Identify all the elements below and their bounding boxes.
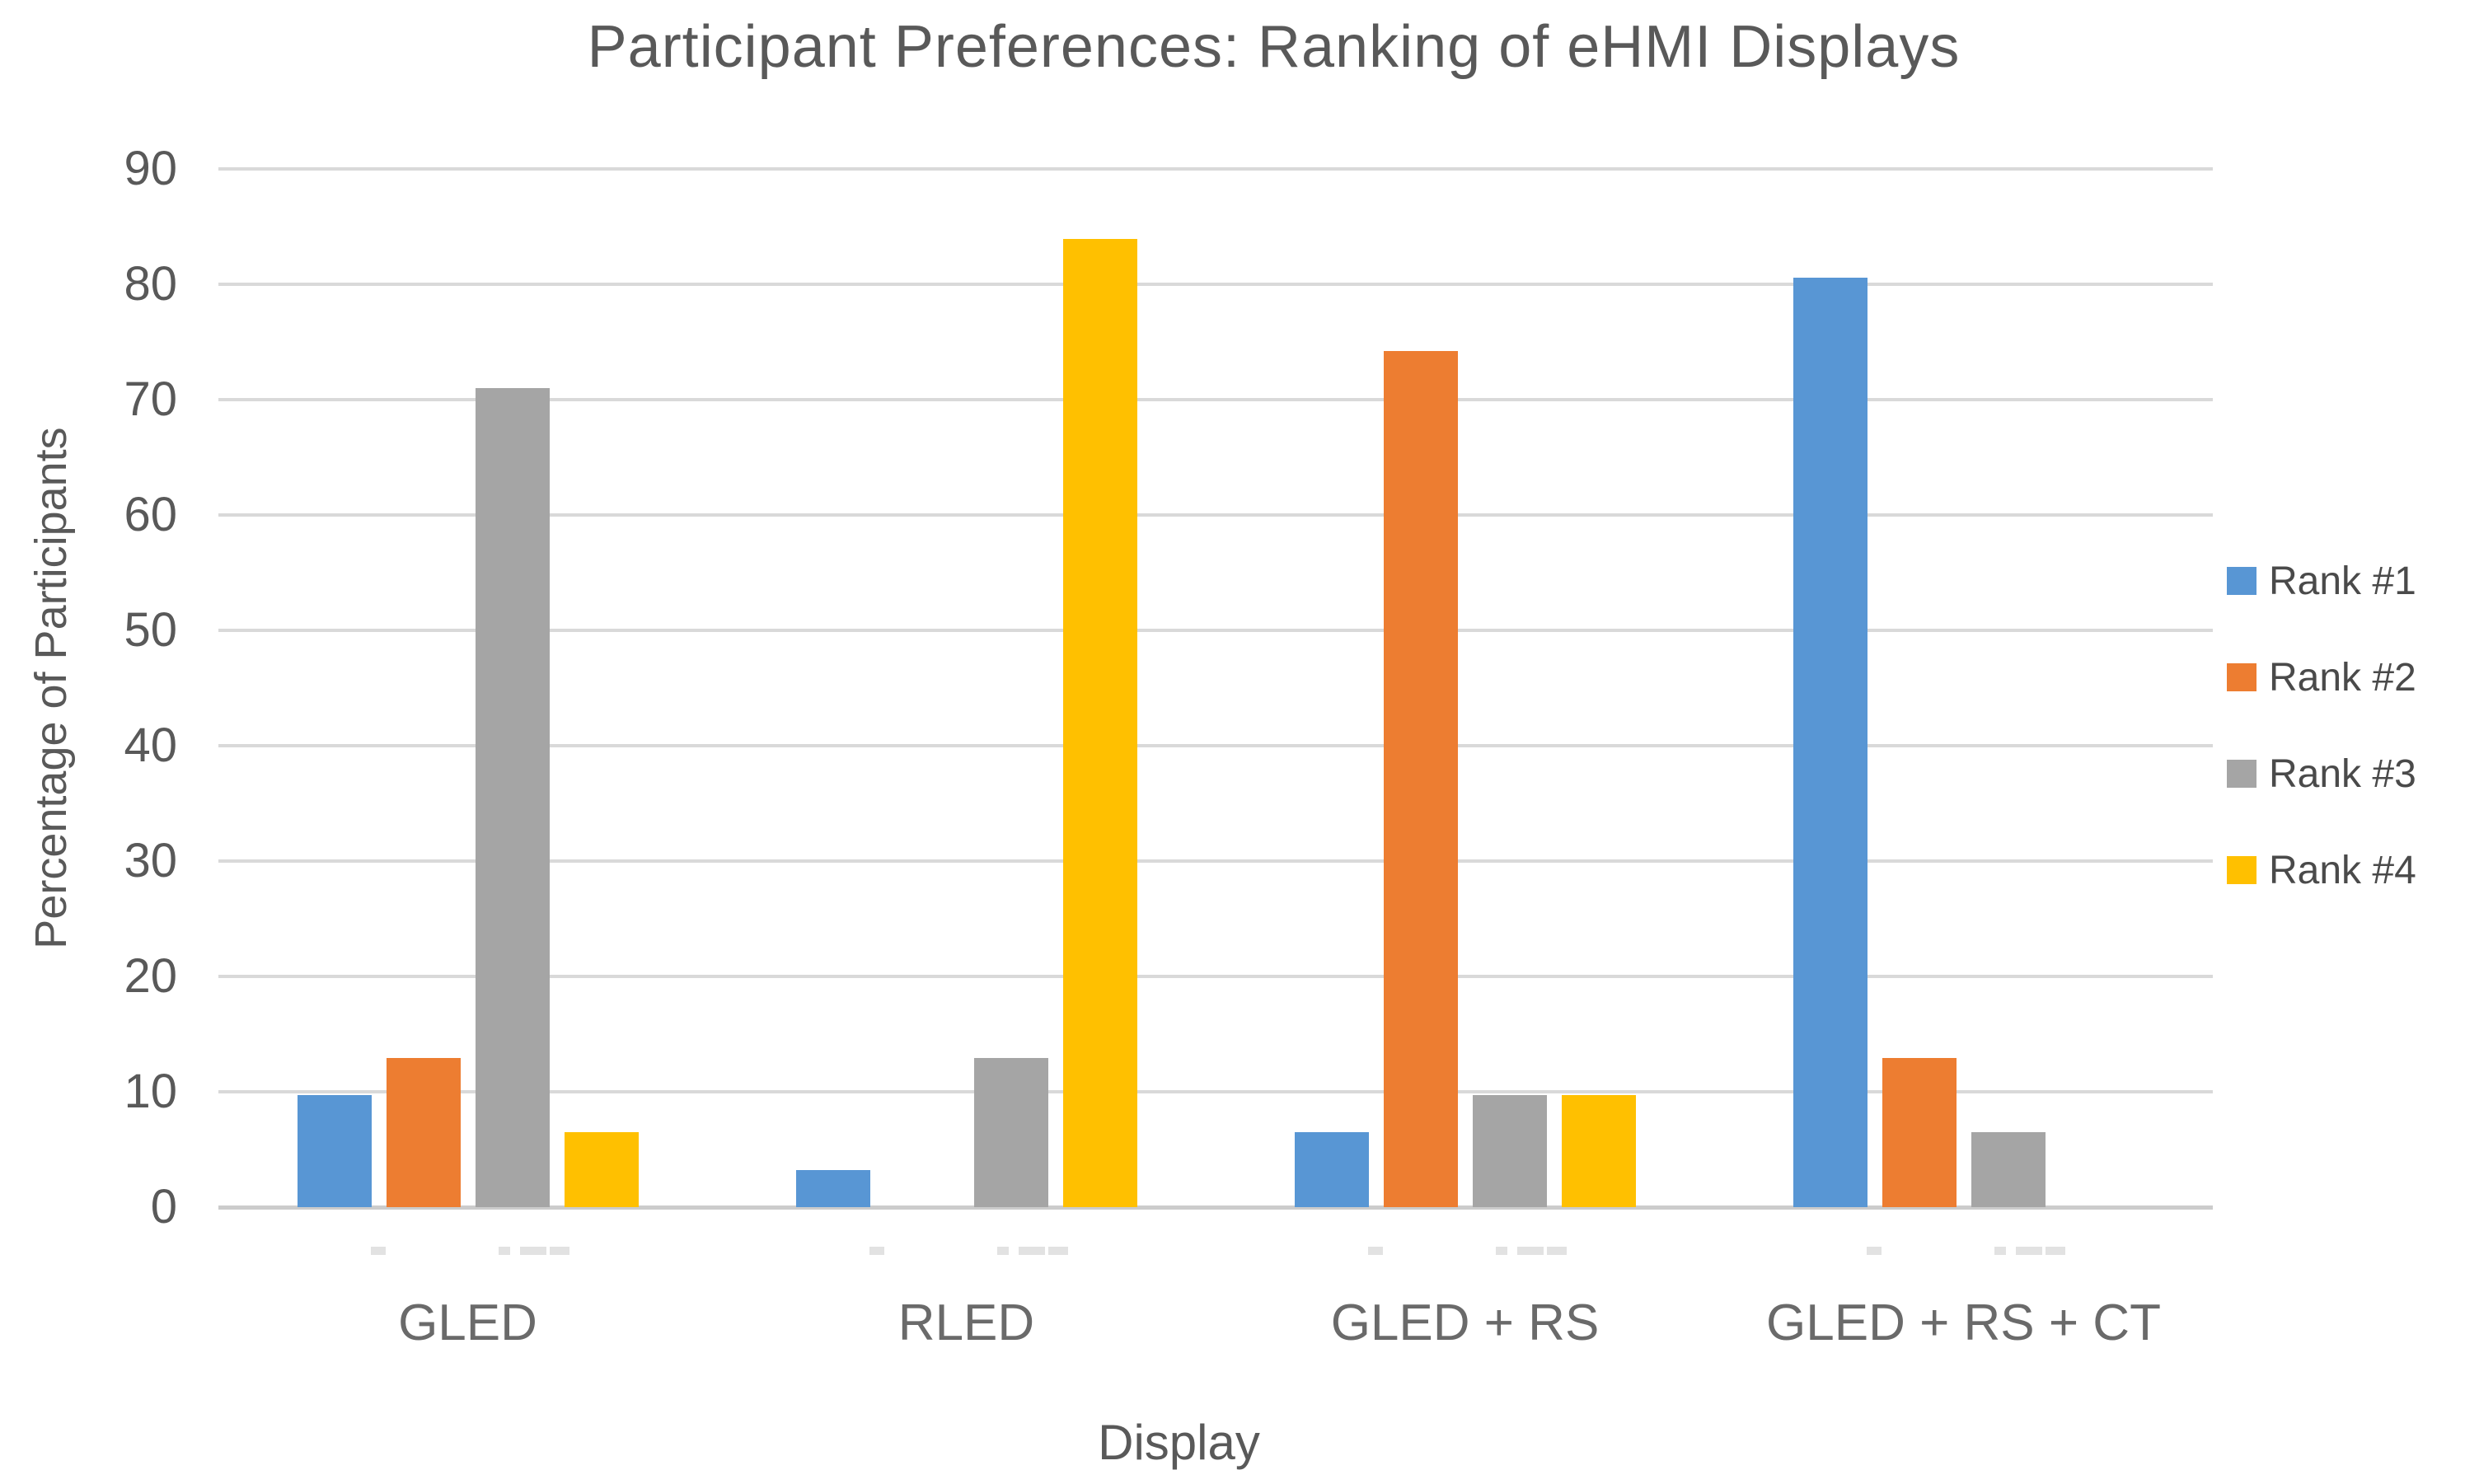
gridline-0 — [218, 1205, 2213, 1210]
axis-artifact — [520, 1247, 546, 1255]
x-category-label-gled-rs-ct: GLED + RS + CT — [1766, 1294, 2161, 1351]
axis-artifact — [2016, 1247, 2042, 1255]
axis-artifact — [1368, 1247, 1383, 1255]
legend-item-rank-1: Rank #1 — [2227, 552, 2416, 610]
bar-gled-rs-rank-2 — [1383, 351, 1458, 1207]
axis-artifact — [1019, 1247, 1045, 1255]
y-tick-label-80: 80 — [124, 257, 177, 311]
axis-artifact — [997, 1247, 1009, 1255]
y-tick-label-90: 90 — [124, 142, 177, 195]
axis-artifact — [1517, 1247, 1544, 1255]
gridline-20 — [218, 975, 2213, 978]
x-category-label-gled-rs: GLED + RS — [1330, 1294, 1600, 1351]
axis-artifact — [1867, 1247, 1882, 1255]
y-tick-label-10: 10 — [124, 1065, 177, 1118]
axis-artifact — [869, 1247, 884, 1255]
bar-gled-rs-ct-rank-3 — [1971, 1132, 2046, 1207]
bar-rled-rank-4 — [1062, 239, 1137, 1207]
bar-rled-rank-1 — [795, 1170, 870, 1207]
y-tick-label-30: 30 — [124, 834, 177, 887]
bar-gled-rank-3 — [475, 388, 550, 1207]
y-tick-label-50: 50 — [124, 603, 177, 657]
legend-item-rank-2: Rank #2 — [2227, 648, 2416, 706]
y-tick-label-70: 70 — [124, 372, 177, 426]
legend-swatch-rank-1 — [2227, 567, 2256, 595]
bar-gled-rank-2 — [386, 1058, 461, 1207]
legend-swatch-rank-4 — [2227, 856, 2256, 884]
bar-gled-rs-ct-rank-2 — [1882, 1058, 1957, 1207]
gridline-60 — [218, 513, 2213, 517]
gridline-70 — [218, 398, 2213, 401]
axis-artifact — [1496, 1247, 1507, 1255]
axis-artifact — [550, 1247, 569, 1255]
chart-title: Participant Preferences: Ranking of eHMI… — [587, 14, 1961, 80]
legend-swatch-rank-3 — [2227, 760, 2256, 788]
y-tick-label-40: 40 — [124, 719, 177, 772]
legend-label-rank-2: Rank #2 — [2269, 655, 2416, 700]
gridline-80 — [218, 283, 2213, 286]
axis-artifact — [499, 1247, 510, 1255]
bar-gled-rank-4 — [564, 1132, 639, 1207]
axis-artifact — [1547, 1247, 1567, 1255]
gridline-50 — [218, 629, 2213, 632]
axis-artifact — [371, 1247, 386, 1255]
legend-label-rank-1: Rank #1 — [2269, 559, 2416, 603]
axis-artifact — [1048, 1247, 1068, 1255]
bar-gled-rs-rank-1 — [1294, 1132, 1369, 1207]
axis-artifact — [2046, 1247, 2065, 1255]
gridline-90 — [218, 167, 2213, 171]
bar-rled-rank-3 — [973, 1058, 1048, 1207]
bar-gled-rs-rank-3 — [1472, 1095, 1547, 1207]
bar-gled-rs-rank-4 — [1561, 1095, 1636, 1207]
y-tick-label-0: 0 — [150, 1180, 177, 1234]
bar-gled-rank-1 — [297, 1095, 372, 1207]
gridline-10 — [218, 1090, 2213, 1093]
legend-item-rank-4: Rank #4 — [2227, 841, 2416, 899]
gridline-30 — [218, 859, 2213, 863]
x-axis-title: Display — [1098, 1415, 1260, 1470]
legend-swatch-rank-2 — [2227, 663, 2256, 691]
gridline-40 — [218, 744, 2213, 747]
legend-label-rank-3: Rank #3 — [2269, 751, 2416, 796]
x-category-label-gled: GLED — [398, 1294, 537, 1351]
bar-gled-rs-ct-rank-1 — [1793, 277, 1867, 1207]
y-tick-label-60: 60 — [124, 488, 177, 541]
legend-label-rank-4: Rank #4 — [2269, 848, 2416, 892]
legend-item-rank-3: Rank #3 — [2227, 745, 2416, 803]
x-category-label-rled: RLED — [897, 1294, 1035, 1351]
y-tick-label-20: 20 — [124, 949, 177, 1003]
axis-artifact — [1994, 1247, 2006, 1255]
